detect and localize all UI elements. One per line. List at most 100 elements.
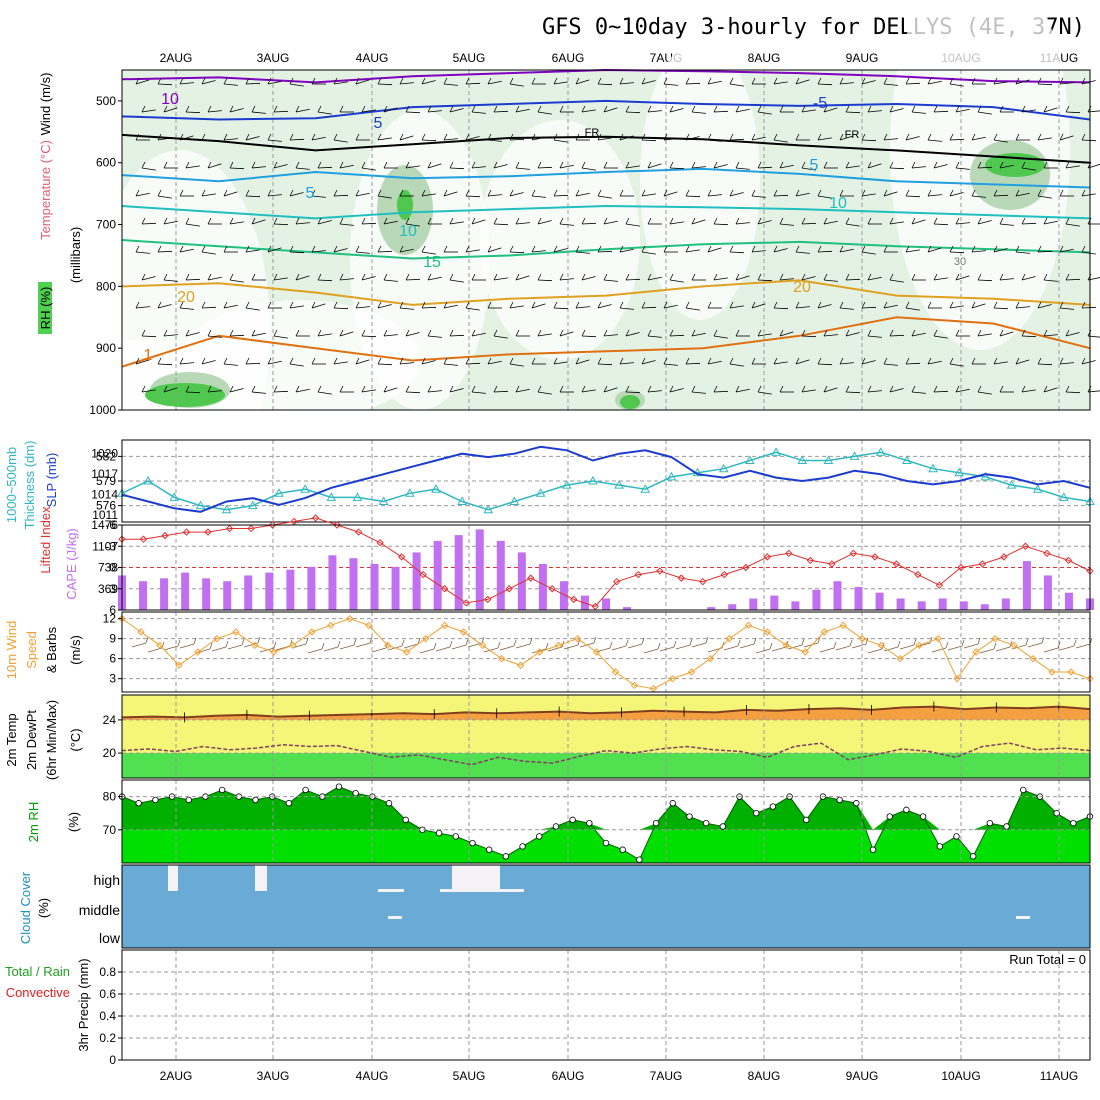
wind-barb-flag [927,189,932,197]
wind-barb-flag [537,273,542,281]
wind-barb-flag [355,189,360,197]
wind-barb [801,335,817,338]
wind-barb-flag [1021,329,1026,337]
wind-barb-flag [355,245,360,253]
wind-barb-flag [883,301,888,309]
wind-barb [581,167,596,171]
wind-point-42 [915,641,923,650]
wind-barb-flag [229,105,234,113]
wind-barb [537,391,552,395]
wind-barb [207,163,222,169]
wind-barb-flag [449,217,454,225]
wind-barb-flag [339,329,344,337]
wind-barb-flag [949,245,954,253]
wind-barb-10m-flag [545,642,549,650]
wind-barb [1081,139,1097,142]
wind-barb-flag [559,217,564,225]
wind-barb-flag [361,385,366,393]
wind-barb-flag [883,357,888,365]
wind-barb [949,305,964,309]
isotherm-label-6: 20 [177,289,195,306]
wind-barb-10m-flag [737,639,741,647]
wind-barb [333,139,348,143]
wind-barb [355,359,370,365]
wind-barb-flag [779,329,784,337]
wind-barb [993,361,1008,365]
wind-barb-flag [691,161,696,169]
thickness-point-12 [431,484,441,493]
thickness-point-18 [588,475,598,485]
wind-barb [399,307,414,310]
cape-axis-label: CAPE (J/kg) [64,528,79,600]
thickness-point-24 [745,455,755,464]
wind-barb [339,278,354,281]
wind-barb-flag [427,105,432,113]
wind-barb [883,83,898,86]
wind-barb-flag [933,161,938,169]
wind-barb [223,138,238,141]
wind-barb [817,195,832,199]
wind-barb-flag [163,105,168,113]
wind-barb [399,82,414,85]
wind-barb [223,191,238,197]
wind-barb-flag [141,329,146,337]
wind-barb [289,251,305,254]
wind-barb [531,195,546,198]
slp-tick-1014: 1014 [91,488,118,502]
wind-barb [383,220,398,225]
wind-barb [1043,107,1058,113]
wind-barb [801,222,817,225]
wind-barb-10m [995,646,1011,652]
wind-barb-flag [575,77,580,85]
wind-barb [245,362,261,365]
wind-barb [619,82,634,85]
wind-barb [251,391,266,394]
wind-barb-flag [999,161,1004,169]
wind-barb [625,391,641,394]
wind-barb-10m-flag [801,638,805,646]
wind-barb-flag [383,217,388,225]
wind-barb-10m-flag [193,637,197,645]
wind-barb-flag [135,245,140,253]
wind-barb [509,83,524,87]
rh-point-47 [903,806,910,814]
wind-barb [487,194,502,197]
wind-barb [691,219,706,225]
wind-barb [509,251,525,254]
wind-barb-10m [163,645,179,651]
wind-barb-flag [245,245,250,253]
wind-barb [707,360,722,365]
wind-barb-10m [483,647,499,653]
wind-barb-flag [625,385,630,393]
wind-barb [641,80,656,85]
wind-barb [421,139,437,142]
wind-barb-10m-flag [945,641,949,649]
wind-barb [1065,278,1081,281]
dewpt-axis-label: 2m DewPt [24,710,39,770]
wind-barb-flag [377,77,382,85]
wind-barb [999,223,1014,226]
wind-barb-10m-flag [305,637,309,645]
rh-point-19 [435,829,443,837]
wind-point-16 [421,634,430,643]
cape-bar-14 [412,552,421,610]
thickness-point-34 [1006,480,1017,489]
wind-barb-flag [603,161,608,169]
wind-barb-flag [229,217,234,225]
wind-barb-flag [339,161,344,169]
wind-barb [273,164,288,169]
thickness-point-16 [535,488,546,497]
wind-barb-flag [289,77,294,85]
wind-barb [927,247,942,253]
wind-barb-flag [229,385,234,393]
wind-barb-flag [251,329,256,337]
temp-axis-label: 2m Temp [4,713,19,766]
wind-barb [883,191,898,197]
wind-barb-flag [883,77,888,85]
thickness-point-29 [875,447,886,456]
wind-point-40 [877,641,885,650]
wind-barb-10m [675,644,691,650]
wind-barb-flag [603,105,608,113]
wind-barb-flag [1015,245,1020,253]
cape-bar-41 [980,604,989,610]
